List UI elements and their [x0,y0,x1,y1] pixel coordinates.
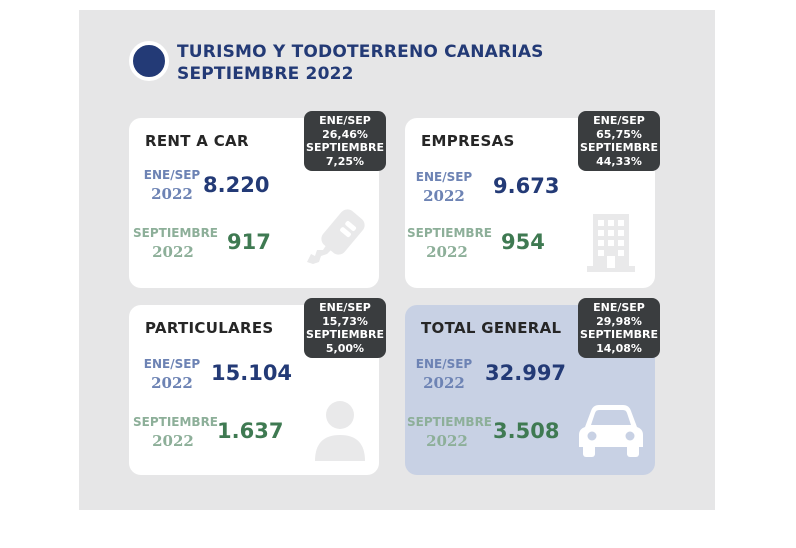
period-value: 8.220 [203,173,270,197]
period-label: ENE/SEP 2022 [143,168,201,203]
month-label: SEPTIEMBRE 2022 [407,415,493,450]
badge-period-value: 26,46% [322,127,368,141]
month-label: SEPTIEMBRE 2022 [133,415,219,450]
card-total-general: TOTAL GENERAL ENE/SEP 29,98% SEPTIEMBRE … [405,298,660,475]
period-value: 32.997 [485,361,567,385]
title-line-2: SEPTIEMBRE 2022 [177,64,354,84]
badge-month-value: 5,00% [325,341,365,355]
card-particulares: PARTICULARES ENE/SEP 15,73% SEPTIEMBRE 5… [129,298,386,475]
badge-period-value: 29,98% [596,314,642,328]
title-bullet-icon [129,41,169,81]
card-title: TOTAL GENERAL [421,319,562,337]
car-key-icon [307,209,365,264]
growth-badge: ENE/SEP 65,75% SEPTIEMBRE 44,33% [578,111,660,171]
growth-badge: ENE/SEP 15,73% SEPTIEMBRE 5,00% [304,298,386,358]
car-icon [579,405,643,457]
month-label: SEPTIEMBRE 2022 [133,226,219,261]
badge-month-label: SEPTIEMBRE [580,328,658,341]
badge-month-label: SEPTIEMBRE [306,328,384,341]
title-line-1: TURISMO Y TODOTERRENO CANARIAS [177,42,544,62]
badge-month-value: 7,25% [325,154,365,168]
person-icon [315,401,365,461]
month-value: 1.637 [217,419,284,443]
badge-month-label: SEPTIEMBRE [306,141,384,154]
period-value: 15.104 [211,361,293,385]
card-rent-a-car: RENT A CAR ENE/SEP 26,46% SEPTIEMBRE 7,2… [129,111,386,288]
card-title: EMPRESAS [421,132,515,150]
badge-period-label: ENE/SEP [319,301,371,314]
month-value: 3.508 [493,419,560,443]
badge-period-label: ENE/SEP [593,114,645,127]
card-title: PARTICULARES [145,319,274,337]
period-label: ENE/SEP 2022 [143,357,201,392]
office-building-icon [587,214,635,272]
period-label: ENE/SEP 2022 [415,357,473,392]
month-value: 954 [501,230,545,254]
growth-badge: ENE/SEP 29,98% SEPTIEMBRE 14,08% [578,298,660,358]
card-empresas: EMPRESAS ENE/SEP 65,75% SEPTIEMBRE 44,33… [405,111,660,288]
badge-period-value: 65,75% [596,127,642,141]
page-title: TURISMO Y TODOTERRENO CANARIAS SEPTIEMBR… [177,41,544,85]
growth-badge: ENE/SEP 26,46% SEPTIEMBRE 7,25% [304,111,386,171]
badge-period-label: ENE/SEP [593,301,645,314]
card-title: RENT A CAR [145,132,249,150]
badge-period-value: 15,73% [322,314,368,328]
badge-month-value: 44,33% [596,154,642,168]
period-label: ENE/SEP 2022 [415,170,473,205]
badge-month-label: SEPTIEMBRE [580,141,658,154]
month-label: SEPTIEMBRE 2022 [407,226,493,261]
badge-month-value: 14,08% [596,341,642,355]
period-value: 9.673 [493,174,560,198]
badge-period-label: ENE/SEP [319,114,371,127]
month-value: 917 [227,230,271,254]
